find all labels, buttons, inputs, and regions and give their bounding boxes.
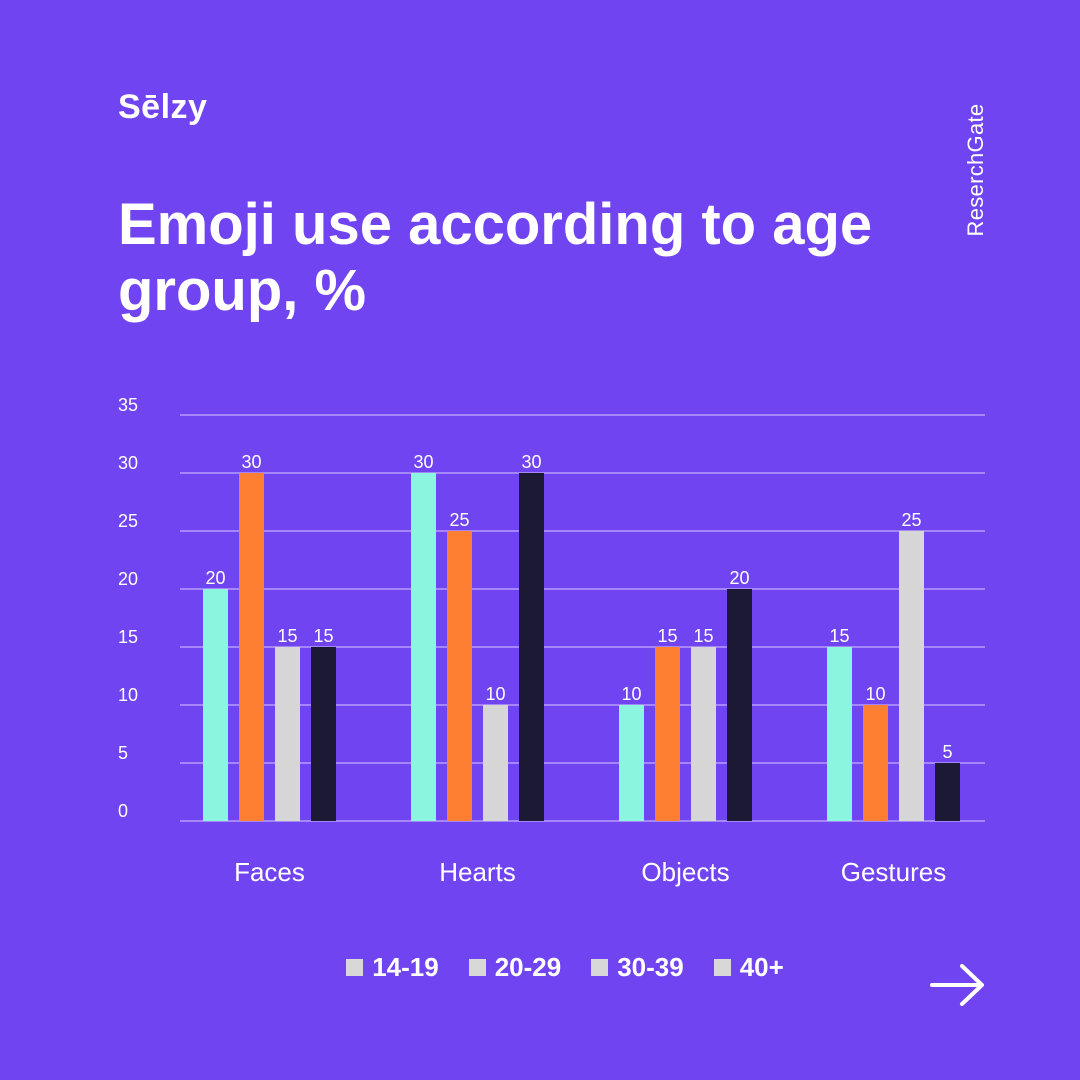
x-tick-label: Faces xyxy=(234,857,305,887)
x-tick-label: Gestures xyxy=(841,857,947,887)
data-label: 15 xyxy=(693,626,713,646)
legend-item: 14-19 xyxy=(346,952,439,983)
legend-label: 14-19 xyxy=(372,952,439,982)
data-label: 20 xyxy=(205,568,225,588)
y-tick-label: 0 xyxy=(118,801,128,821)
data-label: 15 xyxy=(829,626,849,646)
bar xyxy=(655,647,680,821)
legend-item: 40+ xyxy=(713,952,784,983)
bar xyxy=(691,647,716,821)
legend-label: 20-29 xyxy=(494,952,562,982)
bar xyxy=(203,589,228,821)
legend-label: 30-39 xyxy=(617,952,684,982)
bar xyxy=(411,473,436,821)
bar xyxy=(275,647,300,821)
legend-swatch xyxy=(468,959,486,976)
bar xyxy=(727,589,752,821)
bar xyxy=(827,647,852,821)
bar xyxy=(899,531,924,821)
bar xyxy=(519,473,544,821)
data-label: 30 xyxy=(241,452,261,472)
legend-swatch xyxy=(713,959,731,976)
x-tick-label: Objects xyxy=(641,857,729,887)
data-label: 20 xyxy=(729,568,749,588)
data-label: 10 xyxy=(621,684,641,704)
bar xyxy=(239,473,264,821)
data-label: 25 xyxy=(901,510,921,530)
y-tick-label: 35 xyxy=(118,395,138,415)
data-label: 10 xyxy=(865,684,885,704)
y-tick-label: 25 xyxy=(118,511,138,531)
arrow-right-icon[interactable] xyxy=(930,963,986,1007)
y-tick-label: 5 xyxy=(118,743,128,763)
bar xyxy=(935,763,960,821)
legend-item: 30-39 xyxy=(591,952,684,983)
data-label: 30 xyxy=(521,452,541,472)
data-label: 10 xyxy=(485,684,505,704)
legend-label: 40+ xyxy=(739,952,784,982)
data-label: 5 xyxy=(942,742,952,762)
bar xyxy=(311,647,336,821)
legend-swatch xyxy=(591,959,609,976)
chart-legend: 14-19 20-29 30-39 40+ xyxy=(0,952,1080,983)
legend-swatch xyxy=(346,959,364,976)
legend-item: 20-29 xyxy=(468,952,562,983)
y-tick-label: 15 xyxy=(118,627,138,647)
data-label: 15 xyxy=(277,626,297,646)
x-tick-label: Hearts xyxy=(439,857,516,887)
y-tick-label: 10 xyxy=(118,685,138,705)
bar xyxy=(483,705,508,821)
bar xyxy=(447,531,472,821)
page-title: Emoji use according to age group, % xyxy=(118,192,873,323)
data-label: 15 xyxy=(657,626,677,646)
y-tick-label: 30 xyxy=(118,453,138,473)
selzy-logo: Sēlzy xyxy=(118,88,208,126)
data-label: 15 xyxy=(313,626,333,646)
y-tick-label: 20 xyxy=(118,569,138,589)
data-label: 30 xyxy=(413,452,433,472)
bar xyxy=(619,705,644,821)
data-label: 25 xyxy=(449,510,469,530)
bar xyxy=(863,705,888,821)
